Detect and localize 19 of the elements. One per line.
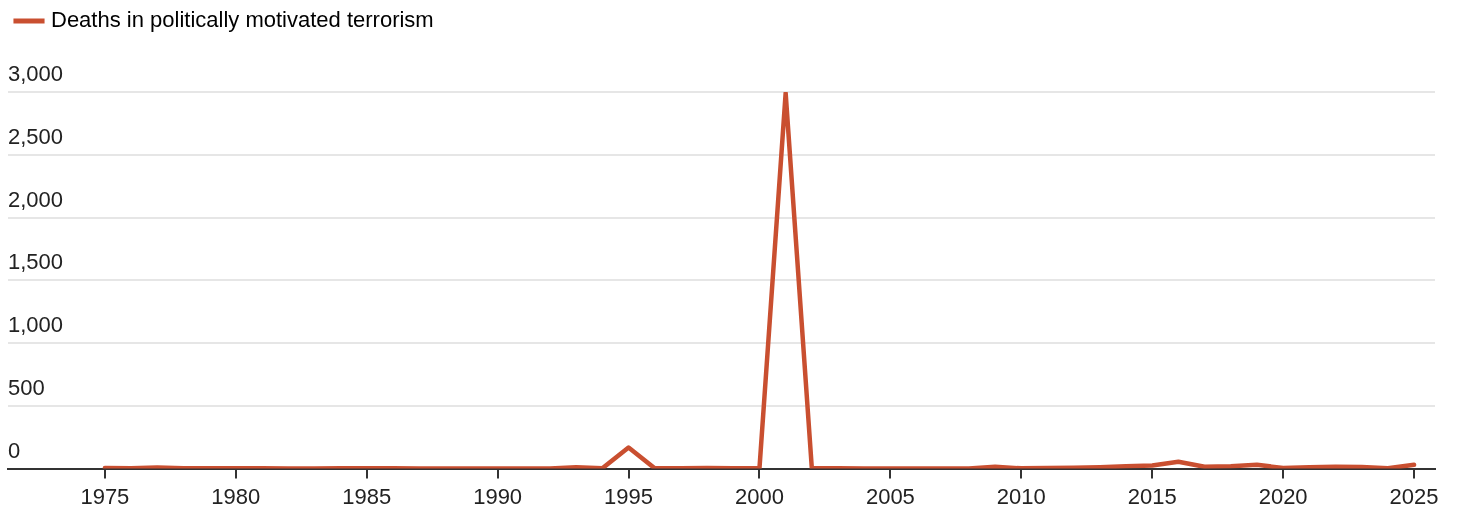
y-tick-label: 500 xyxy=(8,374,45,400)
x-tick-label: 2015 xyxy=(1127,483,1177,509)
y-tick-label: 1,000 xyxy=(8,312,64,338)
y-tick-label: 1,500 xyxy=(8,249,64,275)
x-tick-label: 1995 xyxy=(604,483,654,509)
x-tick-label: 2010 xyxy=(996,483,1046,509)
x-tick-label: 1990 xyxy=(473,483,523,509)
y-tick-label: 2,000 xyxy=(8,186,64,212)
y-tick-label: 3,000 xyxy=(8,61,64,87)
x-tick-label: 1975 xyxy=(80,483,130,509)
x-tick-label: 1980 xyxy=(211,483,261,509)
y-tick-label: 0 xyxy=(8,437,21,463)
legend-label: Deaths in politically motivated terrorism xyxy=(51,7,434,33)
y-tick-label: 2,500 xyxy=(8,123,64,149)
x-tick-label: 2000 xyxy=(734,483,784,509)
x-tick-label: 2005 xyxy=(865,483,915,509)
x-tick-label: 1985 xyxy=(342,483,392,509)
x-tick-label: 2025 xyxy=(1389,483,1439,509)
x-tick-label: 2020 xyxy=(1258,483,1308,509)
